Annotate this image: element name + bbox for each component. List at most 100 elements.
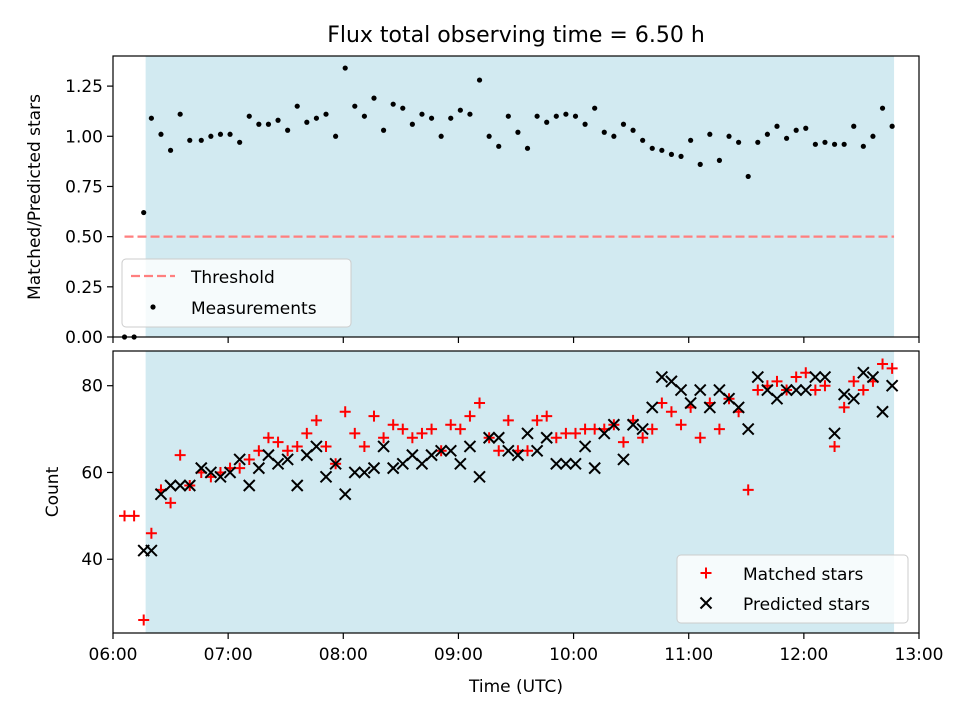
predicted-star-point: [204, 466, 218, 479]
matched-star-point: [291, 440, 303, 452]
predicted-star-point: [837, 388, 851, 401]
x-tick-label: 07:00: [204, 645, 253, 665]
x-tick-label: 08:00: [319, 645, 368, 665]
predicted-star-point: [626, 418, 640, 431]
measurement-point: [167, 147, 174, 153]
matched-star-point: [819, 380, 831, 392]
measurement-point: [774, 123, 780, 129]
matched-star-point: [368, 410, 380, 422]
matched-star-point: [829, 440, 841, 452]
ratio-plot-content: [121, 65, 895, 340]
predicted-star-point: [866, 370, 880, 384]
ratio-panel: 0.00 0.25 0.50 0.75 1.00 1.25 Matched/Predict…: [25, 55, 920, 348]
measurement-point: [246, 113, 252, 119]
measurement-point: [323, 111, 329, 117]
y-tick-label: 1.00: [65, 127, 103, 147]
measurement-point: [313, 115, 320, 121]
x-tick-label: 06:00: [89, 645, 138, 665]
measurement-point: [141, 209, 147, 216]
predicted-star-point: [173, 479, 187, 492]
measurement-point: [697, 161, 703, 167]
measurement-point: [177, 111, 183, 117]
matched-star-point: [493, 445, 505, 457]
legend-matched-swatch: [700, 567, 712, 579]
matched-star-point: [531, 414, 543, 426]
predicted-star-point: [847, 392, 860, 405]
measurement-point: [515, 129, 521, 135]
measurement-point: [611, 133, 617, 139]
measurement-point: [745, 173, 751, 180]
predicted-star-point: [511, 448, 525, 462]
predicted-star-point: [540, 431, 553, 444]
count-y-axis-label: Count: [43, 466, 63, 517]
matched-star-point: [119, 510, 131, 522]
matched-star-point: [387, 419, 399, 431]
x-tick-label: 12:00: [779, 645, 828, 665]
x-tick-label: 13:00: [895, 645, 944, 665]
y-tick-label: 1.25: [65, 77, 103, 97]
matched-star-point: [838, 401, 850, 413]
matched-star-point: [886, 362, 898, 374]
count-axes: 40 60 80 06:00 07:00 08:00 09:00 10:00 11:00 12:0…: [81, 350, 944, 665]
measurement-point: [496, 143, 502, 149]
count-legend: Matched stars Predicted stars: [676, 554, 909, 624]
matched-star-point: [713, 423, 725, 435]
matched-star-point: [445, 419, 457, 431]
measurement-point: [409, 121, 415, 127]
predicted-star-point: [828, 427, 841, 440]
measurement-point: [448, 115, 454, 121]
measurement-point: [640, 137, 646, 143]
count-panel: 40 60 80 06:00 07:00 08:00 09:00 10:00 11:00 12:0…: [43, 350, 944, 697]
matched-star-point: [262, 432, 274, 444]
measurement-point: [294, 103, 300, 109]
predicted-star-point: [281, 453, 294, 466]
measurement-point: [803, 125, 809, 131]
predicted-star-point: [885, 379, 899, 392]
predicted-star-point: [243, 479, 256, 492]
matched-star-point: [550, 432, 562, 444]
predicted-star-point: [741, 422, 755, 436]
measurement-point: [764, 131, 770, 137]
predicted-star-point: [588, 461, 601, 475]
x-tick-label: 10:00: [549, 645, 598, 665]
predicted-star-point: [233, 453, 246, 466]
measurement-point: [668, 151, 675, 157]
predicted-star-point: [559, 457, 573, 471]
matched-star-point: [145, 527, 157, 539]
predicted-star-point: [377, 440, 390, 453]
matched-star-point: [128, 510, 140, 522]
matched-star-point: [378, 432, 390, 444]
measurement-point: [707, 131, 713, 137]
matched-star-point: [349, 427, 361, 439]
measurement-point: [889, 123, 895, 129]
matched-star-point: [877, 358, 889, 370]
legend-predicted-label: Predicted stars: [743, 595, 870, 615]
measurement-point: [736, 139, 742, 145]
measurement-point: [467, 111, 473, 117]
measurement-point: [783, 135, 790, 141]
matched-star-point: [454, 423, 466, 435]
predicted-star-point: [425, 448, 438, 462]
measurement-point: [601, 129, 607, 135]
measurement-point: [572, 113, 579, 119]
matched-star-point: [301, 427, 313, 439]
predicted-star-point: [617, 453, 630, 466]
y-tick-label: 80: [81, 377, 103, 397]
predicted-star-point: [358, 466, 371, 479]
matched-star-point: [541, 410, 553, 422]
legend-matched-label: Matched stars: [743, 565, 863, 585]
measurement-point: [505, 113, 511, 119]
matched-star-point: [310, 414, 322, 426]
matched-star-point: [790, 371, 802, 383]
predicted-star-point: [444, 444, 457, 457]
measurement-point: [870, 133, 876, 139]
matched-star-point: [426, 423, 438, 435]
predicted-star-point: [434, 444, 448, 457]
measurement-point: [716, 157, 723, 163]
measurement-point: [630, 127, 636, 133]
predicted-star-point: [818, 370, 832, 384]
measurement-point: [563, 111, 569, 117]
predicted-star-point: [857, 366, 870, 379]
y-tick-label: 0.25: [65, 278, 103, 298]
